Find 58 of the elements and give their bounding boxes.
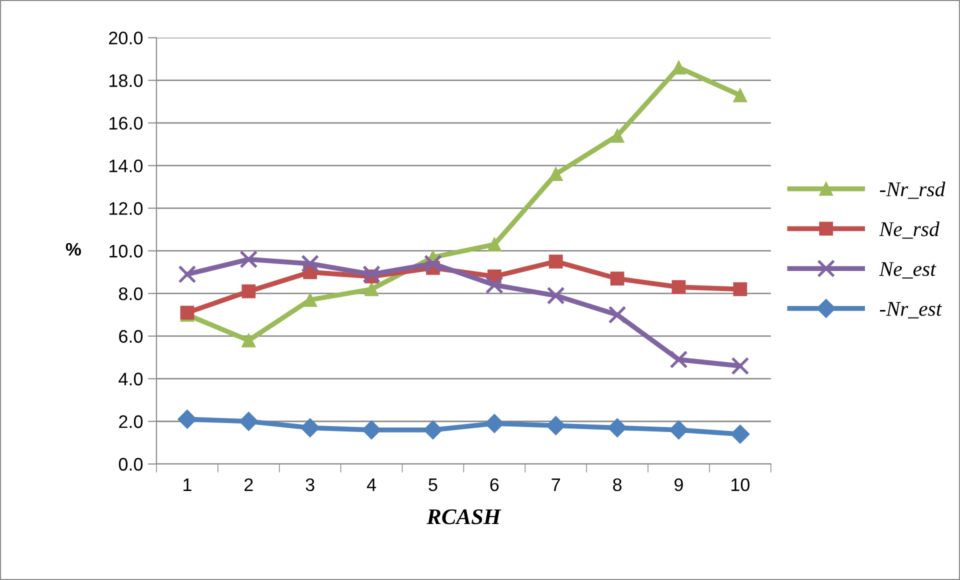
point bbox=[548, 167, 563, 182]
point bbox=[733, 282, 748, 296]
point bbox=[178, 410, 197, 429]
point bbox=[362, 265, 381, 284]
legend-label: -Nr_est bbox=[880, 302, 942, 318]
point bbox=[303, 292, 318, 307]
point bbox=[484, 414, 504, 434]
x-tick-label: 6 bbox=[490, 478, 499, 492]
x-tick-label: 1 bbox=[184, 478, 192, 491]
point bbox=[548, 254, 563, 268]
x-tick-label: 8 bbox=[613, 478, 622, 492]
point bbox=[730, 424, 750, 444]
point bbox=[485, 276, 504, 294]
point bbox=[610, 272, 624, 286]
point bbox=[669, 420, 688, 440]
x-tick-label: 10 bbox=[731, 478, 750, 492]
x-tick-label: 5 bbox=[428, 478, 438, 492]
point bbox=[178, 265, 196, 284]
point bbox=[301, 254, 320, 273]
x-tick-label: 2 bbox=[244, 478, 253, 491]
point bbox=[242, 333, 256, 348]
point bbox=[670, 350, 688, 369]
point bbox=[672, 280, 686, 294]
y-tick-label: 16.0 bbox=[110, 116, 143, 130]
x-tick-label: 3 bbox=[306, 478, 314, 492]
y-tick-label: 20.0 bbox=[109, 32, 143, 44]
point bbox=[608, 306, 626, 324]
point bbox=[546, 416, 566, 436]
y-tick-label: 6.0 bbox=[119, 330, 143, 343]
point bbox=[300, 418, 320, 438]
y-axis-title: % bbox=[66, 242, 81, 256]
point bbox=[487, 238, 502, 252]
y-tick-label: 4.0 bbox=[118, 372, 143, 386]
point bbox=[546, 286, 565, 305]
x-tick-label: 4 bbox=[366, 478, 376, 491]
point bbox=[364, 282, 378, 296]
y-tick-label: 8.0 bbox=[118, 287, 143, 300]
y-tick-label: 12.0 bbox=[110, 202, 143, 215]
legend-label: Ne_rsd bbox=[879, 222, 940, 239]
y-tick-label: 2.0 bbox=[119, 415, 143, 428]
y-tick-label: 10.0 bbox=[110, 244, 143, 258]
point bbox=[424, 254, 442, 273]
y-tick-label: 18.0 bbox=[110, 74, 143, 88]
point bbox=[610, 128, 624, 143]
legend-label: Ne_est bbox=[879, 262, 936, 279]
point bbox=[239, 412, 258, 431]
point bbox=[733, 88, 748, 102]
point bbox=[242, 284, 256, 298]
point bbox=[240, 250, 258, 268]
x-tick-label: 7 bbox=[552, 478, 560, 491]
y-tick-label: 0.0 bbox=[118, 458, 143, 471]
x-tick-label: 9 bbox=[674, 478, 683, 492]
legend-label: -Nr_rsd bbox=[880, 182, 946, 199]
point bbox=[608, 418, 627, 438]
x-axis-title: RCASH bbox=[426, 509, 502, 524]
point bbox=[672, 60, 686, 74]
y-tick-label: 14.0 bbox=[110, 160, 143, 172]
point bbox=[731, 356, 750, 375]
